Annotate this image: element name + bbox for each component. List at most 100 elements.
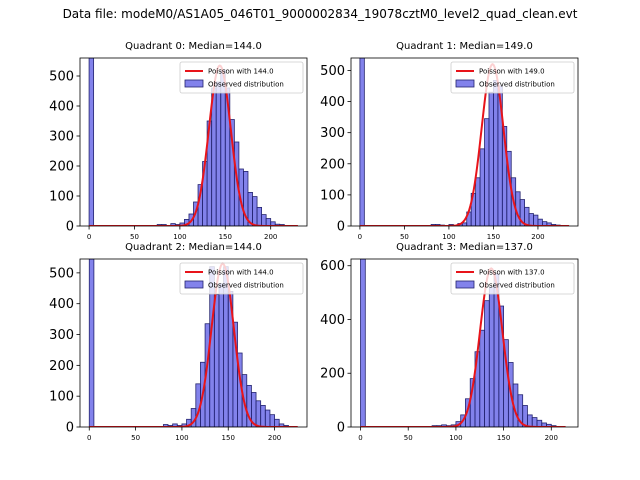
histogram-bar: [211, 87, 217, 226]
x-tick-label: 50: [131, 434, 140, 442]
quadrant-0-title: Quadrant 0: Median=144.0: [125, 41, 262, 52]
figure-suptitle: Data file: modeM0/AS1A05_046T01_90000028…: [62, 7, 578, 21]
histogram-bar: [260, 405, 266, 427]
y-tick-label: 400: [320, 95, 345, 110]
histogram-bar: [88, 259, 95, 427]
histogram-bar: [479, 148, 485, 226]
histogram-bar: [88, 58, 95, 226]
quadrant-1-title: Quadrant 1: Median=149.0: [396, 41, 533, 52]
quadrant-0-axes-frame: [79, 57, 308, 227]
y-tick-label: 200: [320, 157, 345, 172]
quadrant-2-legend: Poisson with 144.0 Observed distribution: [179, 262, 304, 295]
legend-observed-label: Observed distribution: [208, 282, 284, 290]
y-tick-label: 500: [49, 70, 74, 85]
y-tick-label: 500: [49, 266, 74, 281]
quadrant-3-title: Quadrant 3: Median=137.0: [396, 242, 533, 253]
x-tick-label: 150: [219, 233, 232, 241]
histogram-bar: [493, 80, 499, 226]
legend-observed-label: Observed distribution: [479, 282, 555, 290]
histogram-bar: [533, 214, 539, 226]
histogram-bar: [218, 283, 225, 427]
x-tick-label: 200: [545, 434, 558, 442]
histogram-bar: [252, 196, 258, 226]
quadrant-2-axes-frame: [79, 258, 308, 428]
legend-poisson-label: Poisson with 137.0: [479, 269, 545, 277]
x-tick-label: 50: [404, 434, 413, 442]
x-tick-label: 200: [531, 233, 544, 241]
histogram-bar: [360, 259, 366, 427]
histogram-bar: [265, 218, 272, 226]
x-tick-label: 100: [449, 434, 462, 442]
histogram-bar: [215, 81, 222, 226]
histogram-bar: [488, 286, 495, 427]
legend-bar-swatch: [455, 79, 475, 88]
x-tick-label: 0: [358, 434, 362, 442]
y-tick-label: 100: [320, 188, 345, 203]
quadrant-1-axes-frame: [350, 57, 579, 227]
histogram-bar: [264, 409, 271, 427]
quadrant-3-legend: Poisson with 137.0 Observed distribution: [450, 262, 575, 295]
legend-box: [450, 262, 575, 295]
histogram-bar: [213, 294, 220, 427]
y-tick-label: 300: [49, 328, 74, 343]
y-tick-label: 400: [49, 100, 74, 115]
x-tick-label: 150: [497, 434, 510, 442]
histogram-bar: [528, 213, 534, 226]
x-tick-label: 100: [442, 233, 455, 241]
histogram-bar: [359, 58, 365, 226]
quadrant-3-axes-frame: [350, 258, 579, 428]
y-tick-label: 400: [49, 297, 74, 312]
histogram-bar: [531, 417, 538, 427]
histogram-bar: [256, 206, 262, 226]
histogram-bar: [220, 69, 226, 226]
y-tick-label: 0: [337, 421, 345, 436]
x-tick-label: 150: [222, 434, 235, 442]
x-tick-label: 0: [358, 233, 362, 241]
legend-bar-swatch: [455, 280, 475, 289]
histogram-bar: [527, 414, 533, 427]
x-tick-label: 100: [173, 233, 186, 241]
quadrant-2-panel: Quadrant 2: Median=144.0 0 50 100 150 200 0 100…: [49, 242, 308, 442]
y-tick-label: 100: [49, 390, 74, 405]
histogram-bar: [274, 418, 280, 427]
y-tick-label: 300: [49, 130, 74, 145]
legend-poisson-label: Poisson with 144.0: [208, 269, 274, 277]
quadrant-1-panel: Quadrant 1: Median=149.0 0 50 100 150 200 0 100…: [320, 41, 579, 241]
x-tick-label: 50: [130, 233, 139, 241]
quadrant-3-panel: Quadrant 3: Median=137.0 0 50 100 150 200 0 200…: [320, 242, 579, 442]
y-tick-label: 300: [320, 126, 345, 141]
histogram-bar: [479, 329, 485, 427]
y-tick-label: 0: [337, 220, 345, 235]
x-tick-label: 100: [175, 434, 188, 442]
x-tick-label: 0: [87, 434, 91, 442]
x-tick-label: 200: [268, 434, 281, 442]
histogram-bar: [484, 300, 490, 427]
legend-poisson-label: Poisson with 149.0: [479, 68, 545, 76]
legend-observed-label: Observed distribution: [479, 81, 555, 89]
histogram-bar: [269, 414, 275, 427]
y-tick-label: 500: [320, 64, 345, 79]
histogram-bar: [255, 400, 262, 427]
legend-box: [179, 262, 304, 295]
quadrant-0-legend: Poisson with 144.0 Observed distribution: [179, 61, 304, 94]
histogram-bar: [475, 177, 481, 226]
legend-box: [450, 61, 575, 94]
y-tick-label: 0: [66, 220, 74, 235]
quadrant-1-legend: Poisson with 149.0 Observed distribution: [450, 61, 575, 94]
y-tick-label: 200: [49, 359, 74, 374]
y-tick-label: 100: [49, 190, 74, 205]
quadrant-2-title: Quadrant 2: Median=144.0: [125, 242, 262, 253]
y-tick-label: 400: [320, 313, 345, 328]
y-tick-label: 200: [320, 367, 345, 382]
legend-observed-label: Observed distribution: [208, 81, 284, 89]
y-tick-label: 0: [66, 421, 74, 436]
y-tick-label: 600: [320, 259, 345, 274]
y-tick-label: 200: [49, 160, 74, 175]
histogram-bar: [537, 218, 543, 226]
histogram-bar: [261, 214, 267, 226]
legend-bar-swatch: [184, 280, 204, 289]
x-tick-label: 150: [487, 233, 500, 241]
x-tick-label: 200: [264, 233, 277, 241]
